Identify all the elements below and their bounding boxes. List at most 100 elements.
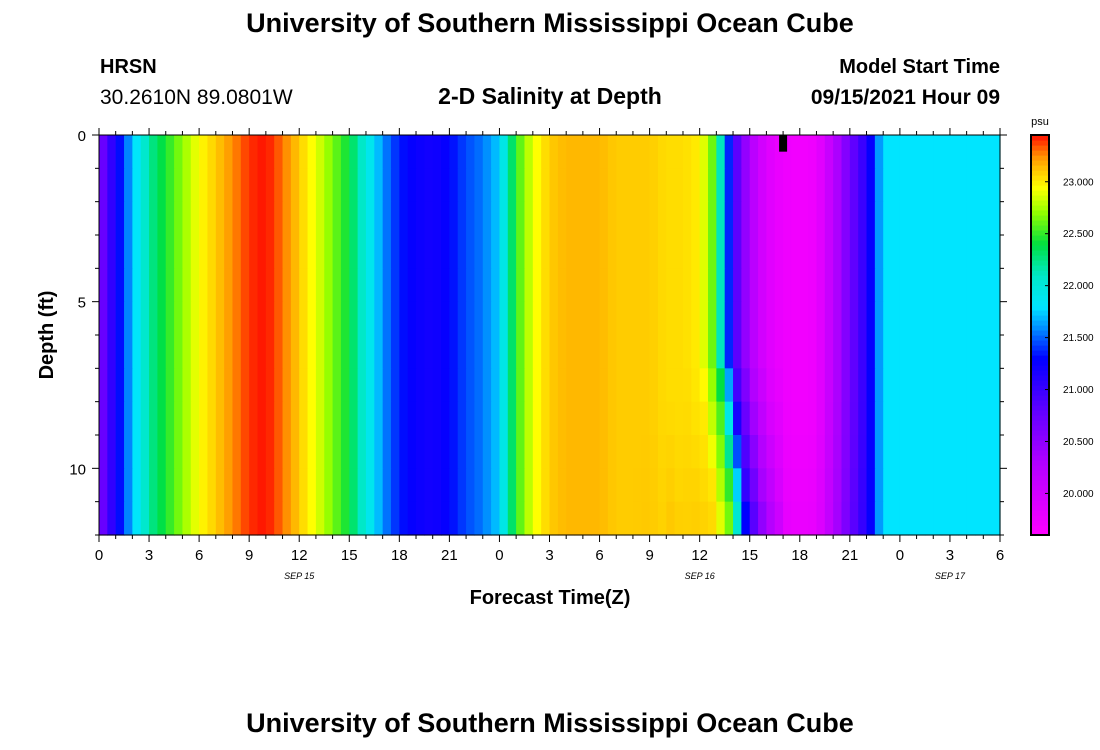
heatmap-cell (265, 335, 275, 369)
heatmap-cell (382, 435, 392, 469)
heatmap-cell (499, 368, 509, 403)
heatmap-cell (983, 301, 993, 336)
heatmap-cell (274, 235, 284, 269)
heatmap-cell (933, 135, 943, 169)
heatmap-cell (149, 135, 158, 169)
heatmap-cell (474, 301, 484, 336)
colorbar-segment (1031, 370, 1049, 376)
heatmap-cell (466, 301, 476, 336)
heatmap-cell (207, 301, 217, 336)
heatmap-cell (883, 201, 893, 236)
heatmap-cell (541, 301, 551, 336)
colorbar-tick-label: 22.500 (1063, 229, 1094, 240)
heatmap-cell (315, 268, 325, 303)
heatmap-cell (457, 468, 467, 503)
heatmap-cell (574, 501, 584, 536)
heatmap-cell (749, 201, 759, 236)
heatmap-cell (441, 201, 450, 236)
heatmap-cell (749, 501, 759, 536)
heatmap-cell (974, 335, 984, 369)
heatmap-cell (666, 268, 676, 303)
heatmap-cell (124, 201, 133, 236)
heatmap-cell (991, 335, 1001, 369)
heatmap-cell (758, 268, 767, 303)
heatmap-cell (582, 235, 592, 269)
heatmap-cell (916, 501, 926, 536)
heatmap-cell (674, 435, 684, 469)
heatmap-cell (691, 168, 701, 203)
heatmap-cell (641, 501, 651, 536)
heatmap-cell (199, 235, 209, 269)
heatmap-cell (482, 368, 492, 403)
heatmap-cell (207, 501, 217, 536)
colorbar: 20.000 20.500 21.000 21.500 22.000 22.500 23.0… (1030, 116, 1094, 536)
heatmap-cell (182, 401, 192, 436)
heatmap-cell (507, 368, 517, 403)
colorbar-segment (1031, 320, 1049, 326)
heatmap-cell (215, 135, 225, 169)
heatmap-cell (549, 201, 559, 236)
heatmap-cell (507, 335, 517, 369)
heatmap-cell (265, 135, 275, 169)
y-tick-label: 5 (78, 295, 86, 312)
heatmap-cell (549, 301, 559, 336)
heatmap-cell (491, 401, 501, 436)
heatmap-cell (616, 235, 626, 269)
heatmap-cell (824, 168, 834, 203)
heatmap-cell (482, 168, 492, 203)
heatmap-cell (799, 468, 809, 503)
heatmap-cell (190, 135, 200, 169)
heatmap-cell (207, 235, 217, 269)
heatmap-cell (207, 468, 217, 503)
heatmap-cell (315, 368, 325, 403)
heatmap-cell (599, 201, 609, 236)
heatmap-cell (441, 301, 450, 336)
heatmap-cell (682, 468, 692, 503)
heatmap-cell (232, 201, 242, 236)
heatmap-cell (290, 435, 300, 469)
heatmap-cell (257, 468, 267, 503)
heatmap-cell (858, 301, 868, 336)
heatmap-cell (491, 301, 501, 336)
heatmap-cell (407, 235, 417, 269)
heatmap-cell (324, 335, 334, 369)
heatmap-cell (641, 235, 651, 269)
heatmap-cell (666, 501, 676, 536)
heatmap-cell (432, 401, 442, 436)
heatmap-cell (157, 368, 167, 403)
heatmap-cell (307, 268, 317, 303)
heatmap-cell (282, 368, 292, 403)
heatmap-cell (524, 168, 534, 203)
x-tick-label: 3 (946, 547, 954, 564)
heatmap-cell (399, 268, 409, 303)
heatmap-cell (941, 501, 951, 536)
colorbar-segment (1031, 520, 1049, 526)
heatmap-cell (441, 368, 450, 403)
heatmap-cell (182, 168, 192, 203)
heatmap-cell (708, 135, 717, 169)
heatmap-cell (274, 135, 284, 169)
heatmap-cell (149, 301, 158, 336)
heatmap-cell (649, 201, 659, 236)
heatmap-cell (399, 335, 409, 369)
station-id: HRSN (100, 56, 157, 78)
heatmap-cell (899, 401, 909, 436)
heatmap-cell (557, 301, 567, 336)
heatmap-cell (766, 501, 776, 536)
heatmap-cell (416, 468, 425, 503)
heatmap-cell (332, 368, 342, 403)
heatmap-cell (874, 168, 884, 203)
heatmap-cell (257, 201, 267, 236)
heatmap-cell (958, 501, 968, 536)
heatmap-cell (824, 335, 834, 369)
heatmap-cell (365, 235, 375, 269)
colorbar-segment (1031, 300, 1049, 306)
heatmap-cell (249, 268, 259, 303)
heatmap-cell (883, 368, 893, 403)
heatmap-cell (849, 301, 859, 336)
heatmap-cell (616, 335, 626, 369)
heatmap-cell (841, 168, 851, 203)
heatmap-cell (691, 301, 701, 336)
heatmap-cell (574, 401, 584, 436)
heatmap-cell (132, 268, 142, 303)
